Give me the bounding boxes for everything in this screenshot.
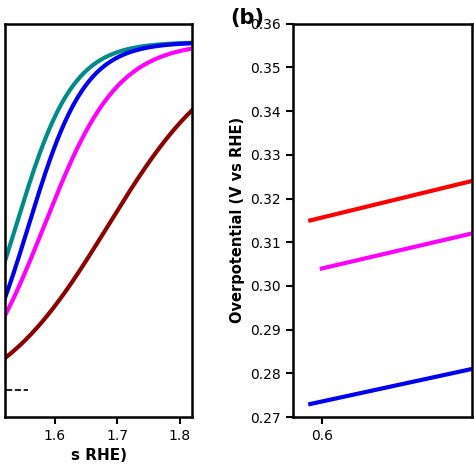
Y-axis label: Overpotential (V vs RHE): Overpotential (V vs RHE) — [230, 118, 245, 323]
Text: (b): (b) — [230, 8, 264, 28]
Text: 0: 0 — [473, 240, 474, 253]
X-axis label: s RHE): s RHE) — [71, 448, 127, 464]
